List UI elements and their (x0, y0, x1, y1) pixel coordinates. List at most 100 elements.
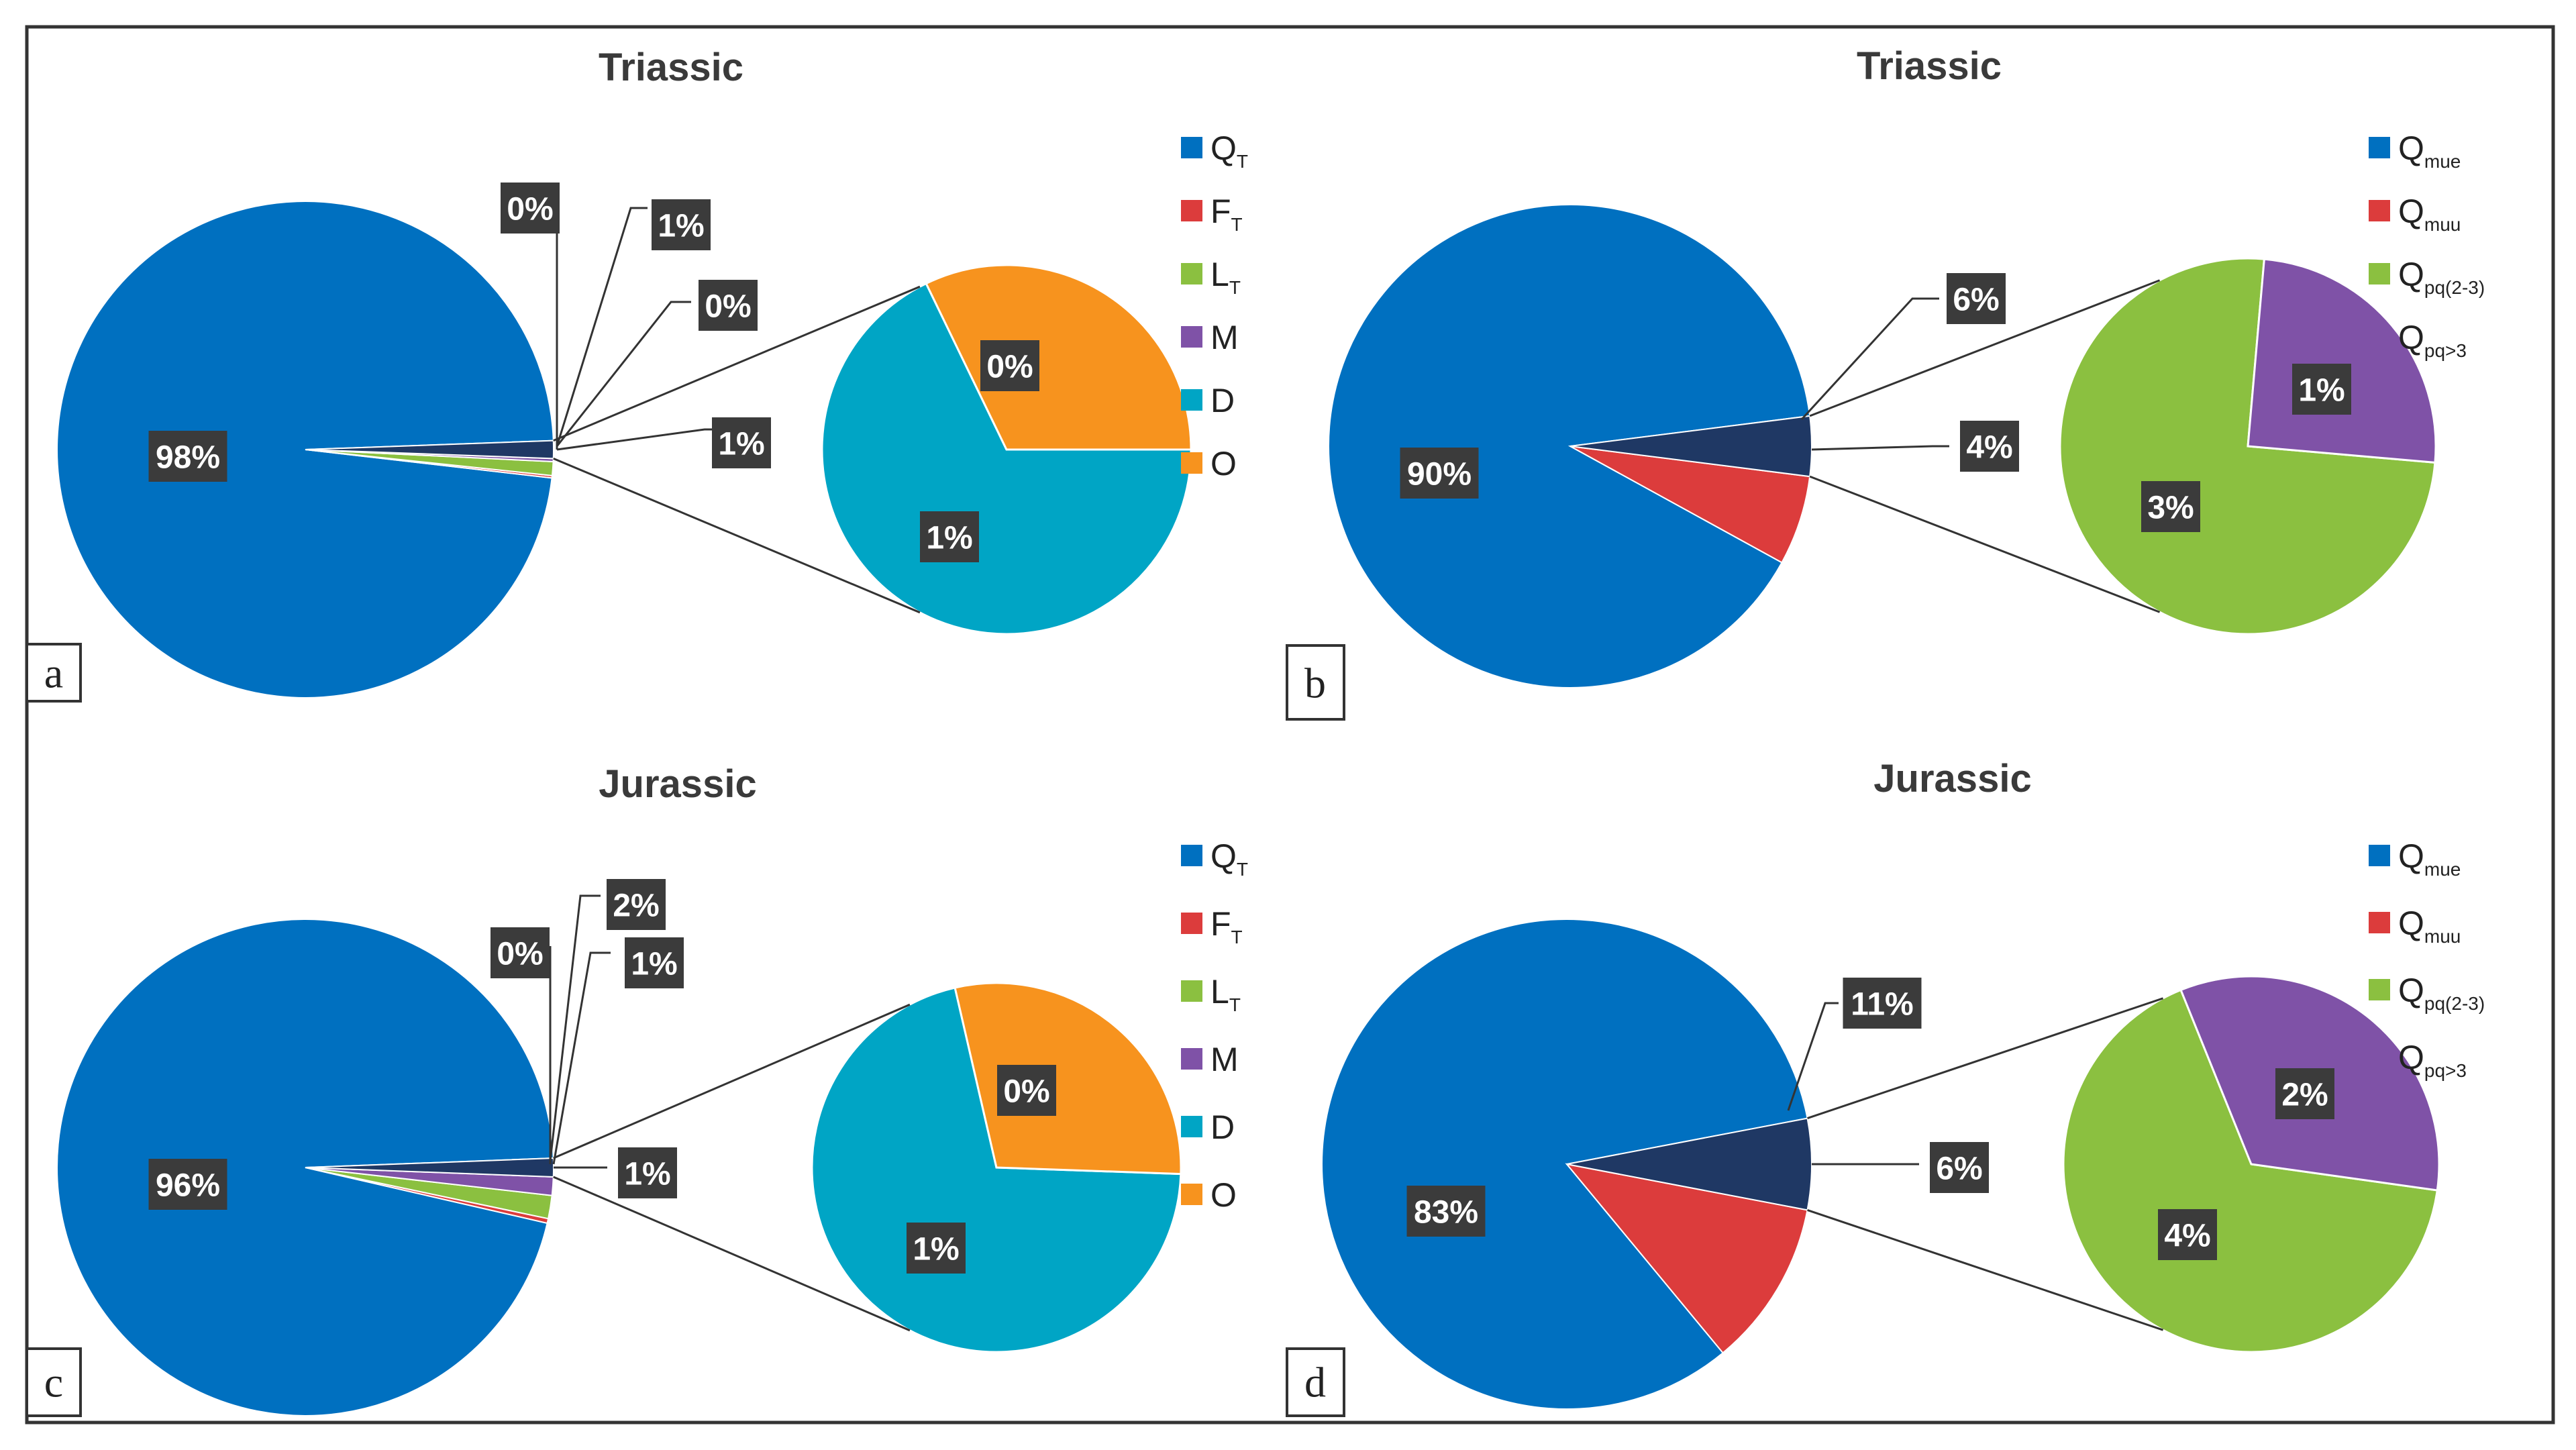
secondary-pie-slice-D (821, 282, 1192, 635)
legend-label-main: Q (2398, 972, 2424, 1009)
data-label-Q_pq3: 2% (2281, 1078, 2328, 1113)
connector-line-top (1807, 997, 2164, 1120)
data-label-L_T-box (652, 199, 711, 250)
data-label-F_T-box (491, 927, 550, 978)
data-label-other: 4% (1966, 430, 2012, 466)
legend-swatch-Q_pq3 (2369, 326, 2390, 348)
main-pie-slice-other (1569, 415, 1812, 478)
legend-label-Q_pq3: Qpq>3 (2398, 1039, 2467, 1081)
data-label-Q_pq23-box (2158, 1209, 2217, 1260)
legend-label-main: Q (2398, 130, 2424, 167)
legend-label-main: Q (1210, 130, 1237, 167)
data-label-F_T: 0% (497, 937, 543, 972)
panel-letter: a (44, 650, 63, 697)
main-pie-slice-Q_T (56, 201, 554, 698)
panel-letter-box (25, 643, 82, 703)
data-label-O: 0% (986, 350, 1033, 385)
legend-label-M: M (1210, 319, 1239, 356)
data-label-Q_mue: 83% (1414, 1195, 1478, 1231)
data-label-Q_pq3-box (2275, 1068, 2334, 1119)
data-label-other-box (618, 1147, 677, 1198)
legend-label-main: L (1210, 973, 1229, 1011)
data-label-D-box (920, 511, 979, 562)
data-label-Q_pq23: 3% (2147, 490, 2194, 526)
legend-swatch-O (1181, 452, 1202, 474)
leader-line (556, 428, 715, 451)
panel-d: Jurassic 83%11%6%4%2% QmueQmuuQpq(2-3)Qp… (1286, 757, 2485, 1417)
connector-line-bottom (553, 1176, 911, 1332)
data-label-D: 1% (926, 521, 972, 556)
leader-line (1787, 1002, 1839, 1111)
main-pie-slice-Q_muu (1565, 1163, 1808, 1354)
legend-swatch-Q_pq23 (2369, 979, 2390, 1000)
legend-label-Q_T: QT (1210, 837, 1248, 880)
connector-line-bottom (1809, 475, 2161, 613)
panel-letter-box (1286, 1347, 1345, 1417)
data-label-Q_mue: 90% (1407, 457, 1472, 493)
data-label-L_T-box (607, 879, 666, 930)
data-label-Q_pq3: 1% (2298, 373, 2345, 409)
data-label-D-box (907, 1223, 966, 1274)
legend-swatch-Q_muu (2369, 912, 2390, 933)
data-label-other: 1% (624, 1157, 670, 1192)
data-label-M-box (625, 937, 684, 988)
data-label-O-box (980, 340, 1039, 391)
legend-swatch-Q_T (1181, 137, 1202, 158)
legend-label-sub: muu (2424, 214, 2461, 235)
legend-label-sub: T (1229, 277, 1241, 298)
legend-label-M: M (1210, 1041, 1239, 1078)
legend-swatch-Q_muu (2369, 200, 2390, 221)
legend-label-Q_muu: Qmuu (2398, 904, 2461, 947)
legend-swatch-D (1181, 389, 1202, 411)
legend-label-Q_mue: Qmue (2398, 130, 2461, 172)
leader-line (552, 951, 611, 1165)
legend-swatch-Q_T (1181, 845, 1202, 866)
legend-label-sub: T (1231, 214, 1243, 235)
panel-letter: c (44, 1359, 63, 1406)
legend-swatch-M (1181, 326, 1202, 348)
data-label-D: 1% (913, 1232, 959, 1267)
leader-line (556, 301, 691, 447)
data-label-Q_T: 96% (156, 1168, 220, 1204)
legend-label-sub: pq(2-3) (2424, 993, 2485, 1014)
connector-line-bottom (1807, 1208, 2164, 1331)
data-label-other: 6% (1936, 1151, 1982, 1187)
chart-title: Triassic (1857, 44, 2002, 88)
data-label-Q_T: 98% (156, 440, 220, 476)
data-label-other-box (712, 417, 771, 468)
data-label-F_T: 0% (507, 192, 553, 227)
data-label-Q_T-box (148, 1159, 227, 1210)
secondary-pie-slice-D (811, 986, 1182, 1353)
panel-letter: b (1304, 660, 1326, 707)
legend-swatch-Q_mue (2369, 845, 2390, 866)
chart-title: Triassic (599, 46, 743, 89)
legend-label-main: Q (2398, 319, 2424, 356)
legend-swatch-L_T (1181, 980, 1202, 1002)
legend-label-O: O (1210, 1176, 1237, 1214)
legend-label-main: Q (2398, 1039, 2424, 1076)
legend-label-Q_pq23: Qpq(2-3) (2398, 972, 2485, 1014)
legend-label-L_T: LT (1210, 973, 1241, 1015)
main-pie-slice-other (305, 439, 555, 460)
legend-label-Q_pq23: Qpq(2-3) (2398, 256, 2485, 298)
data-label-Q_muu-box (1947, 273, 2006, 324)
legend-label-Q_pq3: Qpq>3 (2398, 319, 2467, 361)
legend-label-F_T: FT (1210, 905, 1243, 947)
panel-b: Triassic 90%6%4%3%1% QmueQmuuQpq(2-3)Qpq… (1286, 44, 2485, 721)
legend-label-sub: T (1231, 927, 1243, 947)
legend-label-D: D (1210, 382, 1235, 419)
leader-line (1800, 297, 1939, 421)
legend-label-main: Q (2398, 256, 2424, 293)
chart-title: Jurassic (599, 762, 756, 806)
main-pie-slice-Q_mue (1321, 919, 1808, 1410)
legend-label-sub: mue (2424, 151, 2461, 172)
legend-label-main: Q (2398, 837, 2424, 875)
legend-label-sub: pq>3 (2424, 1060, 2467, 1081)
data-label-M: 1% (631, 947, 677, 982)
legend-swatch-F_T (1181, 913, 1202, 934)
data-label-Q_muu: 11% (1851, 987, 1913, 1023)
data-label-O: 0% (1003, 1074, 1049, 1110)
connector-line-top (553, 285, 921, 442)
